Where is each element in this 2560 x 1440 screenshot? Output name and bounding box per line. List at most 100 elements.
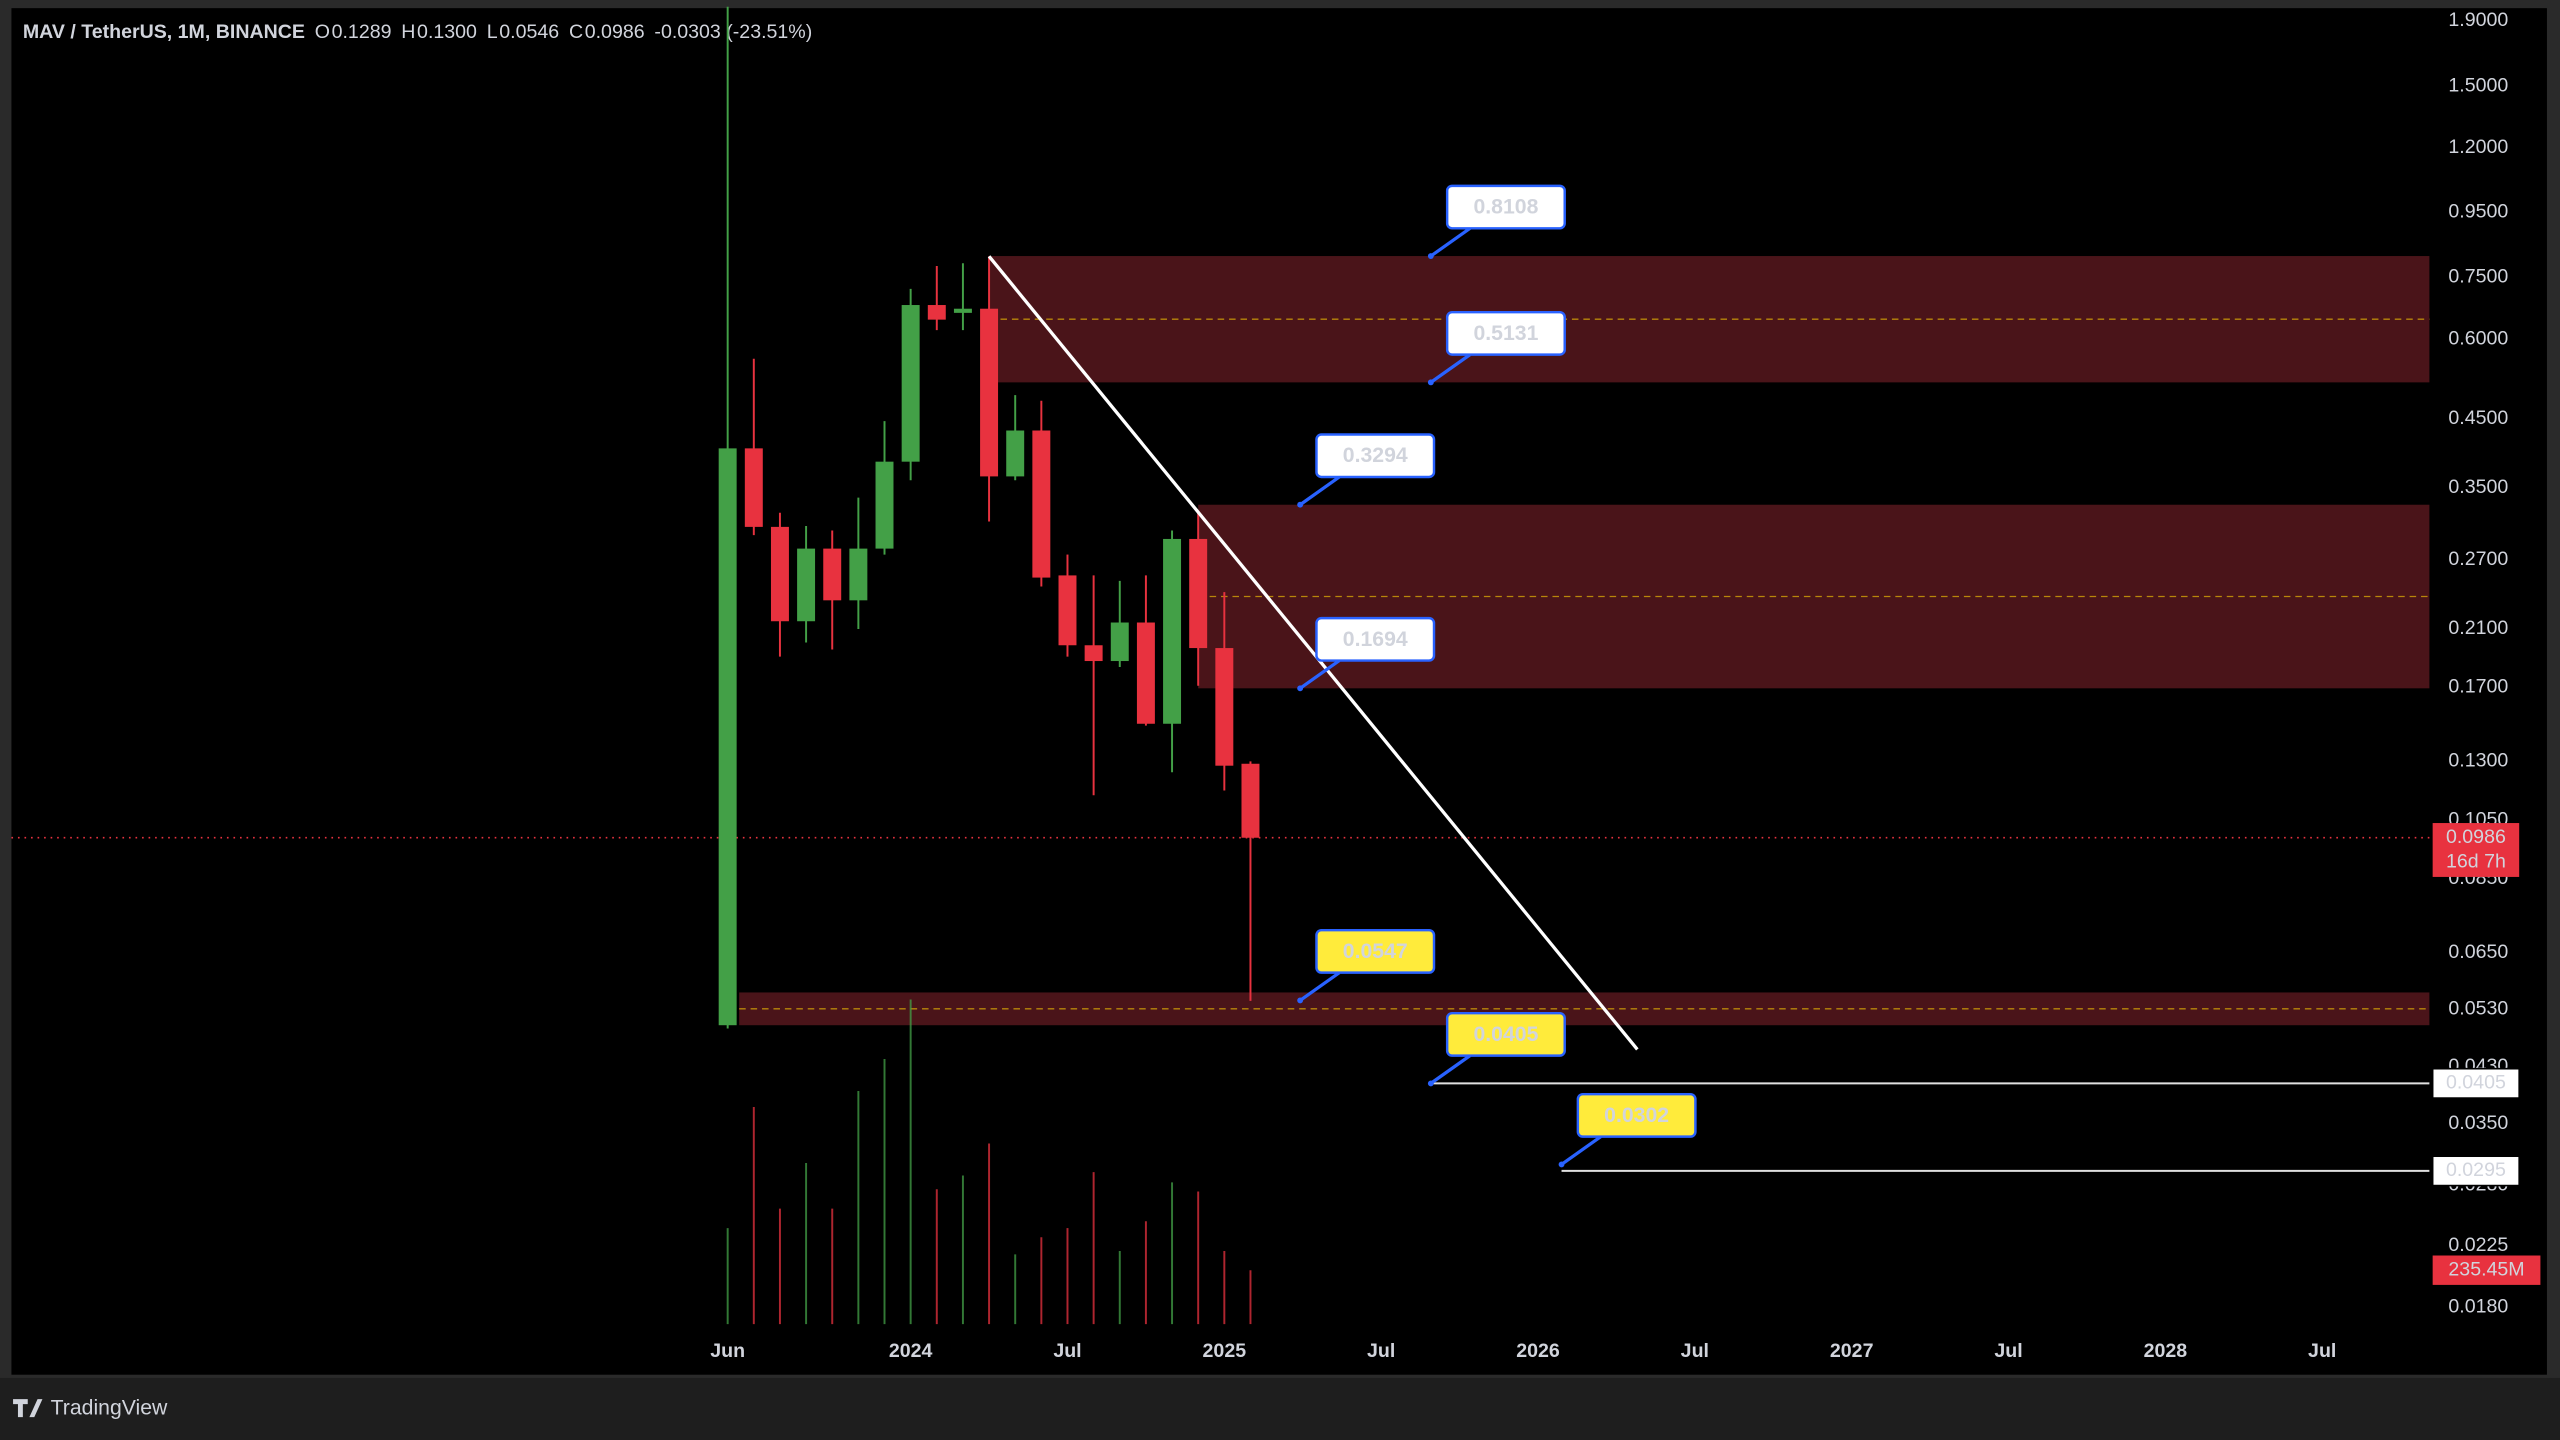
y-tick-label: 1.5000 <box>2448 74 2508 96</box>
candle-body <box>1006 430 1025 477</box>
watermark: TradingView <box>51 1397 168 1420</box>
callout-box <box>1315 928 1436 974</box>
level-tag <box>2431 1155 2520 1187</box>
header-text: 0.0546 <box>499 21 559 43</box>
callout-pointer <box>1299 475 1341 507</box>
callout-box <box>1315 616 1436 662</box>
candle-body <box>927 305 946 320</box>
countdown: 16d 7h <box>2446 850 2506 872</box>
header-text: O <box>315 21 330 43</box>
x-tick-label: Jul <box>1681 1340 1709 1362</box>
callout-tip <box>1427 1080 1434 1087</box>
callout-pointer <box>1429 226 1471 258</box>
callout-box <box>1445 1011 1566 1057</box>
callout-label: 0.0405 <box>1473 1023 1538 1046</box>
callout-box <box>1445 310 1566 356</box>
callout-box <box>1576 1092 1697 1138</box>
logo-icon <box>13 1399 43 1418</box>
candle-body <box>980 308 999 477</box>
callout-pointer <box>1429 353 1471 384</box>
candle-body <box>797 548 816 622</box>
candle-body <box>770 526 789 622</box>
header-text: MAV / TetherUS, 1M, BINANCE <box>23 21 305 43</box>
candle-body <box>901 305 920 462</box>
candle-body <box>1032 430 1051 578</box>
level-tag <box>2431 1067 2520 1099</box>
x-tick-label: Jun <box>710 1340 745 1362</box>
callout-label: 0.1694 <box>1343 628 1408 651</box>
candle-body <box>1110 622 1129 662</box>
candle-body <box>1084 645 1103 662</box>
candle-body <box>875 461 894 549</box>
y-tick-label: 0.0530 <box>2448 997 2508 1019</box>
callout-pointer <box>1299 971 1341 1002</box>
callout-label: 0.5131 <box>1473 322 1538 345</box>
header: MAV / TetherUS, 1M, BINANCE O 0.1289 H 0.130… <box>23 21 812 43</box>
level-tag-label: 0.0405 <box>2446 1072 2506 1094</box>
price-tag-label: 0.0986 <box>2446 826 2506 848</box>
y-tick-label: 0.6000 <box>2448 327 2508 349</box>
y-tick-label: 1.2000 <box>2448 136 2508 158</box>
x-tick-label: Jul <box>1367 1340 1395 1362</box>
y-tick-label: 0.2100 <box>2448 617 2508 639</box>
y-tick-label: 0.3500 <box>2448 476 2508 498</box>
trendline <box>987 255 1639 1051</box>
x-tick-label: 2028 <box>2144 1340 2188 1362</box>
y-tick-label: 0.1300 <box>2448 750 2508 772</box>
candle-body <box>1136 622 1155 724</box>
y-tick-label: 0.4500 <box>2448 407 2508 429</box>
callout-label: 0.3294 <box>1343 444 1408 467</box>
volume-tag-label: 235.45M <box>2448 1258 2524 1280</box>
price-tag <box>2432 823 2520 877</box>
candle-body <box>1215 648 1234 766</box>
callout-tip <box>1297 501 1304 508</box>
chart-area <box>11 8 2547 1375</box>
candle-body <box>953 308 972 313</box>
header-text: 0.1300 <box>417 21 477 43</box>
y-tick-label: 0.9500 <box>2448 200 2508 222</box>
y-tick-label: 0.0180 <box>2448 1295 2508 1317</box>
y-tick-label: 0.7500 <box>2448 266 2508 288</box>
callout-tip <box>1427 253 1434 259</box>
y-tick-label: 0.0225 <box>2448 1234 2508 1256</box>
header-text: 0.0986 <box>585 21 645 43</box>
candle-body <box>1058 575 1077 646</box>
candle-body <box>1241 763 1260 838</box>
callout-box <box>1445 184 1566 230</box>
x-tick-label: 2025 <box>1203 1340 1247 1362</box>
y-tick-label: 0.2700 <box>2448 548 2508 570</box>
callout-label: 0.0302 <box>1604 1104 1669 1127</box>
x-tick-label: 2026 <box>1516 1340 1560 1362</box>
header-text: -0.0303 (-23.51%) <box>654 21 812 43</box>
callout-pointer <box>1560 1135 1602 1166</box>
header-text: L <box>487 21 498 43</box>
header-text: C <box>569 21 583 43</box>
x-tick-label: Jul <box>2308 1340 2336 1362</box>
y-tick-label: 0.0650 <box>2448 941 2508 963</box>
candle-body <box>718 448 737 1026</box>
callout-label: 0.8108 <box>1473 195 1538 218</box>
y-tick-label: 0.1700 <box>2448 676 2508 698</box>
x-tick-label: 2027 <box>1830 1340 1874 1362</box>
callout-pointer <box>1299 659 1341 690</box>
candle-body <box>823 548 842 601</box>
footer <box>0 1377 2560 1440</box>
callout-tip <box>1297 685 1304 692</box>
volume-tag <box>2432 1255 2541 1285</box>
callout-tip <box>1427 379 1434 386</box>
callout-tip <box>1558 1161 1565 1168</box>
callout-box <box>1315 433 1436 479</box>
candle-body <box>1189 538 1208 649</box>
y-tick-label: 0.0350 <box>2448 1112 2508 1134</box>
candle-body <box>849 548 868 601</box>
callout-pointer <box>1429 1054 1471 1085</box>
y-tick-label: 1.9000 <box>2448 9 2508 31</box>
x-tick-label: Jul <box>1053 1340 1081 1362</box>
header-text: H <box>401 21 415 43</box>
candle-body <box>744 448 763 527</box>
level-tag-label: 0.0295 <box>2446 1159 2506 1181</box>
callout-tip <box>1297 997 1304 1004</box>
candle-body <box>1163 538 1182 724</box>
